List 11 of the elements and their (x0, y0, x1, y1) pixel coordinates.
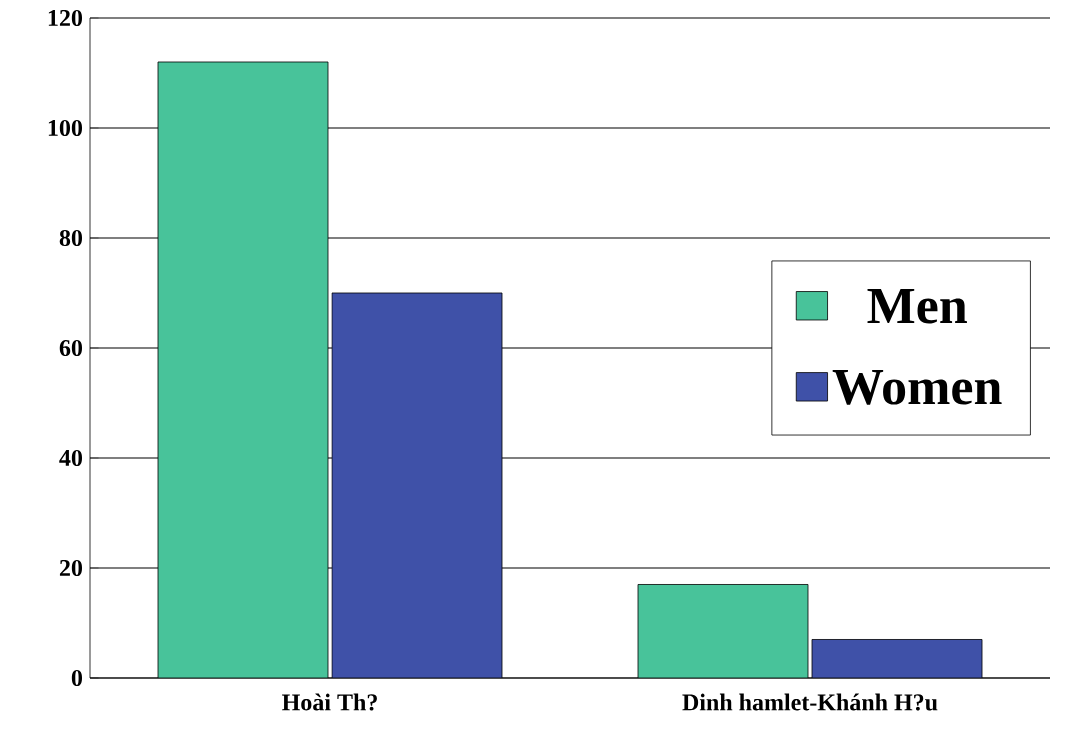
y-tick-label: 0 (71, 669, 83, 687)
legend-label: Men (867, 288, 967, 324)
y-tick-label: 100 (48, 119, 83, 137)
y-tick-label: 120 (48, 9, 83, 27)
y-tick-label: 60 (59, 339, 83, 357)
x-tick-label: Hoài Th? (282, 693, 377, 711)
y-tick-label: 40 (59, 449, 83, 467)
legend-label: Women (832, 369, 1002, 405)
y-tick-label: 80 (59, 229, 83, 247)
x-tick-label: Dinh hamlet-Khánh H?u (682, 693, 938, 711)
y-tick-label: 20 (59, 559, 83, 577)
